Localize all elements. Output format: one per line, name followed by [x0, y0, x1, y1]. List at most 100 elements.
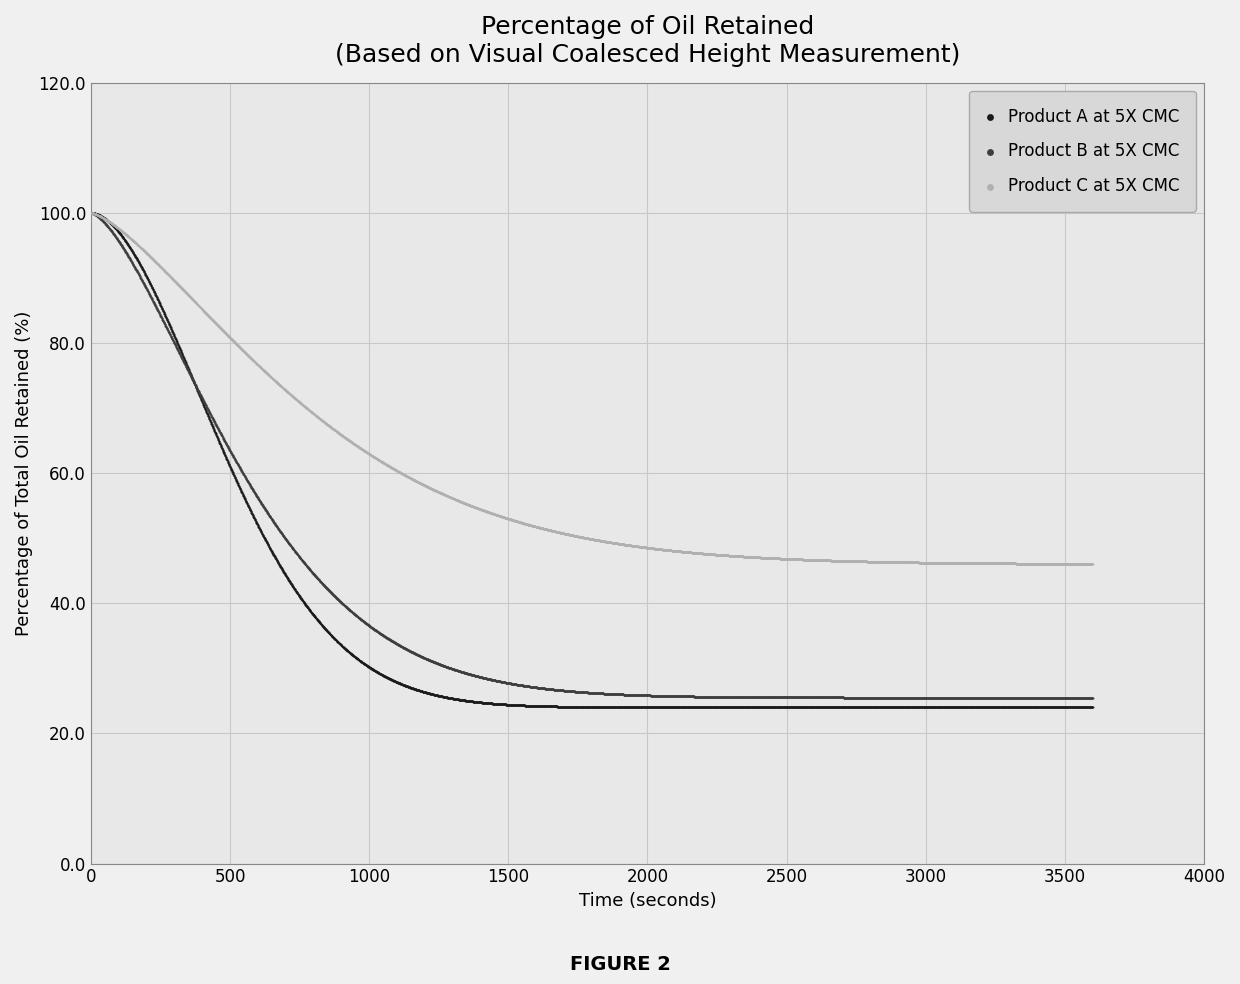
Product B at 5X CMC	[818, 690, 838, 706]
Product C at 5X CMC	[391, 464, 410, 480]
Product B at 5X CMC	[727, 689, 746, 705]
Product A at 5X CMC	[257, 534, 277, 550]
Product A at 5X CMC	[844, 700, 864, 715]
Product C at 5X CMC	[100, 215, 120, 230]
Product B at 5X CMC	[391, 638, 410, 653]
Product C at 5X CMC	[962, 555, 982, 571]
Product A at 5X CMC	[217, 453, 237, 468]
Product B at 5X CMC	[243, 481, 263, 497]
Product A at 5X CMC	[358, 659, 378, 675]
Product C at 5X CMC	[335, 430, 355, 446]
Product B at 5X CMC	[549, 682, 569, 698]
Product C at 5X CMC	[1055, 556, 1075, 572]
Product A at 5X CMC	[427, 687, 446, 703]
Product C at 5X CMC	[102, 215, 122, 231]
Product A at 5X CMC	[575, 699, 595, 714]
Product C at 5X CMC	[394, 467, 414, 483]
Product C at 5X CMC	[838, 553, 858, 569]
Product B at 5X CMC	[213, 430, 233, 446]
Product C at 5X CMC	[467, 500, 487, 516]
Product C at 5X CMC	[619, 537, 639, 553]
Product A at 5X CMC	[475, 695, 495, 710]
Product B at 5X CMC	[618, 687, 637, 703]
Product B at 5X CMC	[720, 689, 740, 705]
Product A at 5X CMC	[577, 699, 596, 714]
Product B at 5X CMC	[186, 379, 206, 395]
Product B at 5X CMC	[108, 231, 128, 247]
Product A at 5X CMC	[143, 281, 162, 297]
Product A at 5X CMC	[1066, 700, 1086, 715]
Product A at 5X CMC	[286, 584, 306, 600]
Product C at 5X CMC	[760, 550, 780, 566]
Product B at 5X CMC	[915, 690, 935, 706]
Product C at 5X CMC	[764, 550, 784, 566]
Product A at 5X CMC	[1056, 700, 1076, 715]
Product A at 5X CMC	[515, 698, 534, 713]
Product A at 5X CMC	[463, 694, 482, 709]
Product C at 5X CMC	[298, 401, 317, 417]
Product A at 5X CMC	[91, 208, 110, 223]
Product C at 5X CMC	[144, 252, 164, 268]
Product A at 5X CMC	[415, 685, 435, 701]
Product C at 5X CMC	[894, 554, 914, 570]
Product C at 5X CMC	[622, 538, 642, 554]
Product A at 5X CMC	[883, 700, 903, 715]
Product A at 5X CMC	[805, 700, 825, 715]
Product C at 5X CMC	[980, 555, 999, 571]
Product A at 5X CMC	[1070, 700, 1090, 715]
Product C at 5X CMC	[143, 251, 162, 267]
Product A at 5X CMC	[353, 654, 373, 670]
Product B at 5X CMC	[791, 690, 811, 706]
Product A at 5X CMC	[601, 700, 621, 715]
Product B at 5X CMC	[520, 679, 539, 695]
Product B at 5X CMC	[1040, 690, 1060, 706]
Product B at 5X CMC	[177, 360, 197, 376]
Product A at 5X CMC	[956, 700, 976, 715]
Product B at 5X CMC	[935, 690, 955, 706]
Product B at 5X CMC	[682, 689, 702, 705]
Product A at 5X CMC	[699, 700, 719, 715]
Product B at 5X CMC	[506, 677, 526, 693]
Product B at 5X CMC	[98, 219, 118, 235]
Product B at 5X CMC	[997, 690, 1017, 706]
Product A at 5X CMC	[215, 446, 234, 461]
Product A at 5X CMC	[595, 700, 615, 715]
Product B at 5X CMC	[278, 534, 298, 550]
Product A at 5X CMC	[724, 700, 744, 715]
Product C at 5X CMC	[893, 554, 913, 570]
Product A at 5X CMC	[925, 700, 945, 715]
Product A at 5X CMC	[521, 698, 541, 713]
Product B at 5X CMC	[934, 690, 954, 706]
Product A at 5X CMC	[572, 699, 591, 714]
Product B at 5X CMC	[112, 238, 131, 254]
Product A at 5X CMC	[117, 235, 136, 251]
Product B at 5X CMC	[672, 689, 692, 705]
Product C at 5X CMC	[187, 296, 207, 312]
Product A at 5X CMC	[1081, 700, 1101, 715]
Product C at 5X CMC	[872, 554, 892, 570]
Product C at 5X CMC	[709, 547, 729, 563]
Product C at 5X CMC	[403, 471, 423, 487]
Product B at 5X CMC	[621, 687, 641, 703]
Product C at 5X CMC	[310, 410, 330, 426]
Product B at 5X CMC	[115, 243, 135, 259]
Product B at 5X CMC	[587, 685, 606, 701]
Product A at 5X CMC	[753, 700, 773, 715]
Product A at 5X CMC	[579, 699, 599, 714]
Product B at 5X CMC	[185, 377, 205, 393]
Product C at 5X CMC	[711, 547, 730, 563]
Product A at 5X CMC	[460, 694, 480, 709]
Product C at 5X CMC	[1030, 556, 1050, 572]
Product B at 5X CMC	[407, 646, 427, 662]
Product A at 5X CMC	[873, 700, 893, 715]
Product B at 5X CMC	[604, 686, 624, 702]
Product A at 5X CMC	[569, 699, 589, 714]
Product C at 5X CMC	[779, 551, 799, 567]
Product B at 5X CMC	[291, 552, 311, 568]
Product A at 5X CMC	[542, 699, 562, 714]
Product A at 5X CMC	[883, 700, 903, 715]
Product A at 5X CMC	[368, 665, 388, 681]
Product B at 5X CMC	[259, 507, 279, 523]
Product B at 5X CMC	[114, 240, 134, 256]
Product A at 5X CMC	[805, 700, 825, 715]
